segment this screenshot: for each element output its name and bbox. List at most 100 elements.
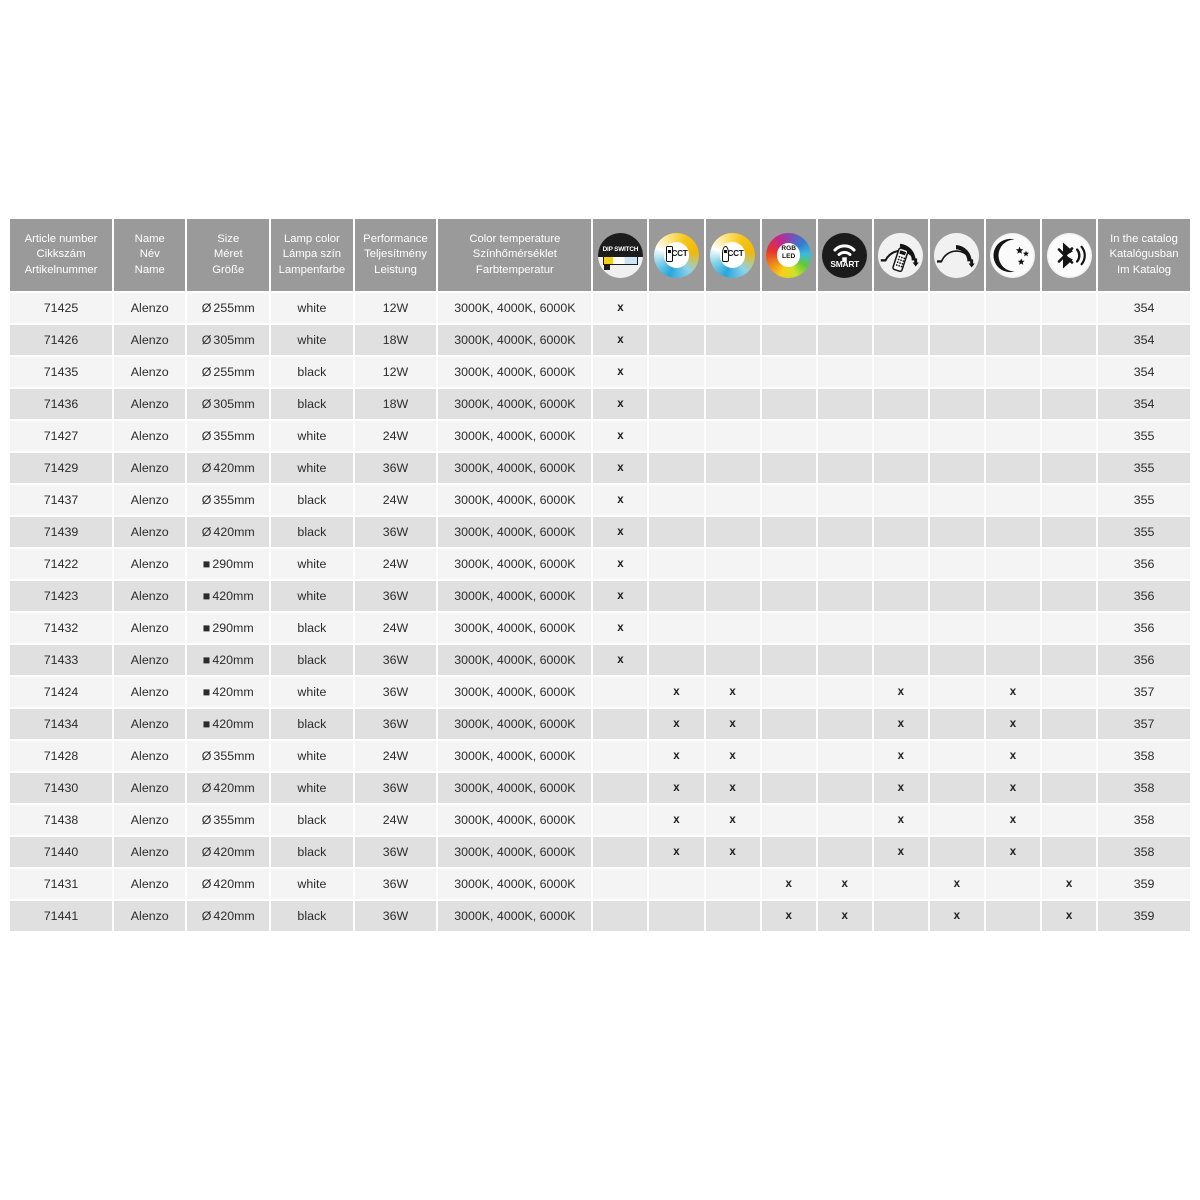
cell-feature-rgb-led-icon bbox=[761, 453, 816, 483]
header-feature-cct-remote-icon[interactable]: CCT bbox=[649, 219, 704, 291]
cell-size: Ø 255mm bbox=[187, 357, 270, 387]
square-symbol: ■ bbox=[202, 685, 211, 699]
cell-feature-rgb-led-icon bbox=[761, 837, 816, 867]
cell-article-number: 71430 bbox=[10, 773, 113, 803]
table-row[interactable]: 71432 Alenzo ■ 290mm black 24W 3000K, 4000K, 6… bbox=[10, 613, 1190, 643]
cell-feature-bluetooth-icon bbox=[1042, 421, 1097, 451]
cell-feature-smart-wifi-icon bbox=[817, 549, 872, 579]
header-feature-remote-dimmer-icon[interactable] bbox=[873, 219, 928, 291]
table-row[interactable]: 71424 Alenzo ■ 420mm white 36W 3000K, 4000K, 6… bbox=[10, 677, 1190, 707]
cell-feature-remote-dimmer-icon bbox=[873, 389, 928, 419]
table-row[interactable]: 71431 Alenzo Ø 420mm white 36W 3000K, 4000K, 6… bbox=[10, 869, 1190, 899]
cell-feature-cct-remote-icon bbox=[649, 357, 704, 387]
cell-size: ■ 420mm bbox=[187, 677, 270, 707]
table-row[interactable]: 71428 Alenzo Ø 355mm white 24W 3000K, 4000K, 6… bbox=[10, 741, 1190, 771]
cell-performance: 36W bbox=[354, 773, 437, 803]
cell-catalog-page: 354 bbox=[1098, 389, 1190, 419]
header-feature-rgb-led-icon[interactable]: RGB LED bbox=[761, 219, 816, 291]
header-feature-night-mode-icon[interactable] bbox=[985, 219, 1040, 291]
header-article-number-line-1: Article number bbox=[24, 233, 98, 246]
cell-feature-cct-bulb-icon bbox=[705, 613, 760, 643]
cell-size-value: 255mm bbox=[213, 365, 255, 379]
cell-feature-dip-switch-icon bbox=[593, 837, 648, 867]
cell-feature-rgb-led-icon bbox=[761, 677, 816, 707]
cell-feature-rgb-led-icon bbox=[761, 645, 816, 675]
cell-name: Alenzo bbox=[114, 581, 186, 611]
header-feature-bluetooth-icon[interactable] bbox=[1042, 219, 1097, 291]
table-row[interactable]: 71440 Alenzo Ø 420mm black 36W 3000K, 4000K, 6… bbox=[10, 837, 1190, 867]
cell-feature-cct-remote-icon bbox=[649, 389, 704, 419]
table-row[interactable]: 71430 Alenzo Ø 420mm white 36W 3000K, 4000K, 6… bbox=[10, 773, 1190, 803]
table-row[interactable]: 71437 Alenzo Ø 355mm black 24W 3000K, 4000K, 6… bbox=[10, 485, 1190, 515]
cell-catalog-page: 357 bbox=[1098, 677, 1190, 707]
cell-feature-cct-bulb-icon bbox=[705, 453, 760, 483]
table-row[interactable]: 71441 Alenzo Ø 420mm black 36W 3000K, 4000K, 6… bbox=[10, 901, 1190, 931]
cell-size-value: 420mm bbox=[212, 717, 254, 731]
table-row[interactable]: 71423 Alenzo ■ 420mm white 36W 3000K, 4000K, 6… bbox=[10, 581, 1190, 611]
table-row[interactable]: 71434 Alenzo ■ 420mm black 36W 3000K, 4000K, 6… bbox=[10, 709, 1190, 739]
cell-feature-night-mode-icon: x bbox=[985, 837, 1040, 867]
header-color-temperature: Color temperature Színhőmérséklet Farbtemp… bbox=[438, 219, 592, 291]
cell-feature-dimmer-arc-icon bbox=[929, 421, 984, 451]
cell-feature-remote-dimmer-icon bbox=[873, 549, 928, 579]
cell-feature-bluetooth-icon bbox=[1042, 773, 1097, 803]
cell-feature-night-mode-icon bbox=[985, 357, 1040, 387]
table-row[interactable]: 71438 Alenzo Ø 355mm black 24W 3000K, 4000K, 6… bbox=[10, 805, 1190, 835]
cell-feature-night-mode-icon: x bbox=[985, 805, 1040, 835]
cell-performance: 24W bbox=[354, 741, 437, 771]
cell-feature-remote-dimmer-icon: x bbox=[873, 773, 928, 803]
cell-feature-dip-switch-icon: x bbox=[593, 517, 648, 547]
cell-feature-night-mode-icon: x bbox=[985, 709, 1040, 739]
header-name-line-2: Név bbox=[139, 248, 160, 261]
table-row[interactable]: 71425 Alenzo Ø 255mm white 12W 3000K, 4000K, 6… bbox=[10, 293, 1190, 323]
table-row[interactable]: 71439 Alenzo Ø 420mm black 36W 3000K, 4000K, 6… bbox=[10, 517, 1190, 547]
cell-color-temperature: 3000K, 4000K, 6000K bbox=[438, 549, 592, 579]
cell-feature-cct-remote-icon: x bbox=[649, 805, 704, 835]
cell-size: Ø 420mm bbox=[187, 869, 270, 899]
table-row[interactable]: 71422 Alenzo ■ 290mm white 24W 3000K, 4000K, 6… bbox=[10, 549, 1190, 579]
cell-catalog-page: 358 bbox=[1098, 773, 1190, 803]
cell-feature-rgb-led-icon bbox=[761, 389, 816, 419]
cell-feature-dimmer-arc-icon: x bbox=[929, 869, 984, 899]
header-row: Article number Cikkszám Artikelnummer Name N… bbox=[10, 219, 1190, 291]
cell-feature-cct-remote-icon bbox=[649, 645, 704, 675]
cell-size-value: 420mm bbox=[213, 781, 255, 795]
table-row[interactable]: 71436 Alenzo Ø 305mm black 18W 3000K, 4000K, 6… bbox=[10, 389, 1190, 419]
header-feature-cct-bulb-icon[interactable]: CCT bbox=[705, 219, 760, 291]
header-feature-dimmer-arc-icon[interactable] bbox=[929, 219, 984, 291]
header-performance: Performance Teljesítmény Leistung bbox=[354, 219, 437, 291]
table-row[interactable]: 71426 Alenzo Ø 305mm white 18W 3000K, 4000K, 6… bbox=[10, 325, 1190, 355]
night-mode-icon bbox=[990, 232, 1036, 278]
cell-feature-night-mode-icon bbox=[985, 325, 1040, 355]
header-color-temperature-line-1: Color temperature bbox=[469, 233, 561, 246]
diameter-symbol: Ø bbox=[201, 429, 212, 443]
table-row[interactable]: 71435 Alenzo Ø 255mm black 12W 3000K, 4000K, 6… bbox=[10, 357, 1190, 387]
cell-name: Alenzo bbox=[114, 709, 186, 739]
header-feature-smart-wifi-icon[interactable]: SMART bbox=[817, 219, 872, 291]
cell-feature-dip-switch-icon: x bbox=[593, 389, 648, 419]
cell-feature-dip-switch-icon bbox=[593, 709, 648, 739]
cell-article-number: 71435 bbox=[10, 357, 113, 387]
cell-feature-cct-bulb-icon bbox=[705, 517, 760, 547]
table-row[interactable]: 71427 Alenzo Ø 355mm white 24W 3000K, 4000K, 6… bbox=[10, 421, 1190, 451]
diameter-symbol: Ø bbox=[201, 877, 212, 891]
cell-performance: 36W bbox=[354, 709, 437, 739]
cell-feature-cct-remote-icon bbox=[649, 613, 704, 643]
table-row[interactable]: 71433 Alenzo ■ 420mm black 36W 3000K, 4000K, 6… bbox=[10, 645, 1190, 675]
cell-catalog-page: 358 bbox=[1098, 741, 1190, 771]
cell-feature-dip-switch-icon bbox=[593, 677, 648, 707]
header-name: Name Név Name bbox=[114, 219, 186, 291]
header-catalog-line-1: In the catalog bbox=[1110, 233, 1178, 246]
cell-name: Alenzo bbox=[114, 805, 186, 835]
cell-feature-smart-wifi-icon bbox=[817, 421, 872, 451]
cell-feature-cct-bulb-icon bbox=[705, 293, 760, 323]
cell-article-number: 71425 bbox=[10, 293, 113, 323]
header-feature-dip-switch-icon[interactable]: DIP SWITCH bbox=[593, 219, 648, 291]
table-row[interactable]: 71429 Alenzo Ø 420mm white 36W 3000K, 4000K, 6… bbox=[10, 453, 1190, 483]
cell-feature-dimmer-arc-icon bbox=[929, 709, 984, 739]
header-color-temperature-line-3: Farbtemperatur bbox=[475, 263, 554, 276]
cell-article-number: 71440 bbox=[10, 837, 113, 867]
cell-catalog-page: 356 bbox=[1098, 613, 1190, 643]
cell-size-value: 420mm bbox=[213, 525, 255, 539]
diameter-symbol: Ø bbox=[201, 813, 212, 827]
